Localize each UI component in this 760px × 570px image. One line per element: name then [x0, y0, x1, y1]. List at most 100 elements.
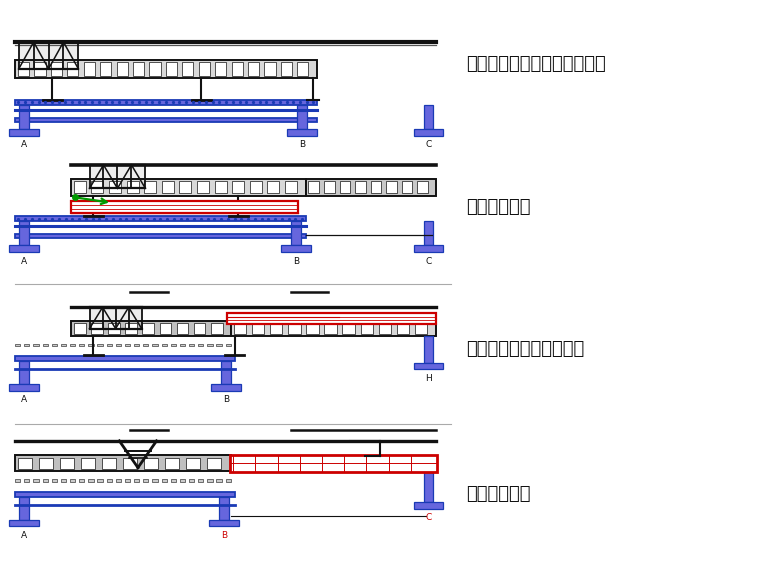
- Bar: [125, 323, 137, 334]
- Bar: [233, 181, 244, 193]
- Bar: [182, 62, 194, 76]
- Text: 第二步：喂梁: 第二步：喂梁: [466, 198, 530, 216]
- Bar: [43, 344, 48, 347]
- Bar: [52, 479, 57, 482]
- Bar: [217, 479, 222, 482]
- Text: A: A: [21, 140, 27, 149]
- Bar: [19, 496, 29, 520]
- Bar: [125, 344, 130, 347]
- Bar: [106, 344, 112, 347]
- Bar: [386, 181, 397, 193]
- Bar: [144, 181, 157, 193]
- Bar: [102, 458, 116, 469]
- Bar: [207, 479, 213, 482]
- Bar: [15, 492, 235, 496]
- Text: C: C: [426, 140, 432, 149]
- Bar: [297, 105, 306, 129]
- Bar: [15, 479, 21, 482]
- Bar: [19, 105, 29, 129]
- Bar: [15, 344, 21, 347]
- Bar: [60, 458, 74, 469]
- Bar: [355, 181, 366, 193]
- Bar: [340, 181, 350, 193]
- Bar: [152, 479, 157, 482]
- Bar: [250, 181, 261, 193]
- Bar: [15, 356, 235, 361]
- Bar: [210, 520, 239, 526]
- Bar: [423, 471, 433, 502]
- Bar: [197, 181, 209, 193]
- Bar: [234, 323, 246, 334]
- Bar: [160, 323, 171, 334]
- Bar: [116, 62, 128, 76]
- Bar: [61, 344, 66, 347]
- Text: 第一步：架桥机纵行前移就位: 第一步：架桥机纵行前移就位: [466, 55, 606, 74]
- Bar: [152, 344, 157, 347]
- Bar: [211, 323, 223, 334]
- Bar: [116, 344, 121, 347]
- Bar: [194, 323, 205, 334]
- Bar: [88, 344, 93, 347]
- Bar: [84, 62, 95, 76]
- Bar: [162, 344, 166, 347]
- Bar: [74, 181, 86, 193]
- Bar: [285, 181, 297, 193]
- Bar: [70, 479, 75, 482]
- Bar: [127, 181, 138, 193]
- Bar: [252, 323, 264, 334]
- Bar: [397, 323, 409, 334]
- Bar: [74, 323, 86, 334]
- Text: A: A: [21, 256, 27, 266]
- Bar: [217, 344, 222, 347]
- Bar: [417, 181, 428, 193]
- Bar: [43, 479, 48, 482]
- Bar: [198, 479, 204, 482]
- Bar: [142, 323, 154, 334]
- Bar: [71, 201, 298, 213]
- Bar: [215, 62, 226, 76]
- Bar: [371, 181, 382, 193]
- Bar: [288, 323, 300, 334]
- Text: 第四步：落梁: 第四步：落梁: [466, 486, 530, 503]
- Bar: [166, 62, 177, 76]
- Bar: [291, 221, 301, 245]
- Bar: [186, 458, 201, 469]
- Bar: [343, 323, 355, 334]
- Bar: [227, 313, 435, 324]
- Bar: [198, 344, 204, 347]
- Bar: [33, 479, 39, 482]
- Bar: [97, 479, 103, 482]
- Bar: [413, 363, 443, 369]
- Bar: [106, 479, 112, 482]
- Bar: [207, 344, 213, 347]
- Bar: [324, 181, 334, 193]
- Text: C: C: [426, 256, 432, 266]
- Bar: [180, 479, 185, 482]
- Bar: [306, 323, 318, 334]
- Bar: [423, 336, 433, 363]
- Bar: [415, 323, 427, 334]
- Bar: [88, 479, 93, 482]
- Bar: [90, 307, 141, 328]
- Bar: [91, 323, 103, 334]
- Text: A: A: [21, 531, 27, 540]
- Bar: [70, 344, 75, 347]
- Bar: [230, 455, 436, 471]
- Bar: [79, 479, 84, 482]
- Bar: [19, 42, 78, 69]
- Bar: [309, 181, 319, 193]
- Bar: [211, 384, 241, 390]
- Bar: [325, 323, 337, 334]
- Bar: [52, 344, 57, 347]
- Bar: [221, 361, 231, 384]
- Bar: [109, 181, 121, 193]
- Bar: [143, 479, 148, 482]
- Bar: [189, 479, 195, 482]
- Bar: [180, 344, 185, 347]
- Bar: [18, 62, 29, 76]
- Bar: [15, 216, 306, 221]
- Bar: [15, 455, 231, 471]
- Bar: [51, 62, 62, 76]
- Bar: [143, 344, 148, 347]
- Bar: [198, 62, 210, 76]
